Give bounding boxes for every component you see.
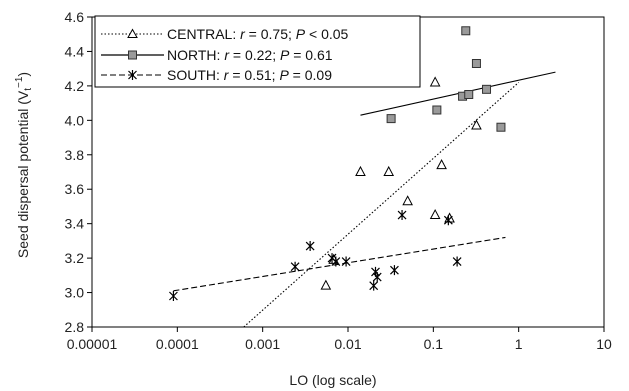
legend-p-symbol-north: P <box>280 47 290 63</box>
y-tick-label: 2.8 <box>65 319 85 335</box>
legend-p-value-south: = 0.09 <box>289 67 332 83</box>
y-tick-label: 3.2 <box>65 250 85 266</box>
data-point-south <box>443 215 453 226</box>
data-point-south <box>341 256 351 267</box>
data-point-south <box>390 265 399 276</box>
y-tick-label: 4.6 <box>65 9 85 25</box>
legend-name-central: CENTRAL: <box>167 26 240 42</box>
legend-name-south: SOUTH: <box>167 67 224 83</box>
x-tick-label: 0.001 <box>245 336 280 352</box>
regression-line-south <box>173 236 506 292</box>
y-tick-label: 4.0 <box>65 112 85 128</box>
legend-p-value-central: < 0.05 <box>305 26 348 42</box>
data-points-layer <box>169 26 506 301</box>
y-tick-label: 3.0 <box>65 285 85 301</box>
y-tick-label: 4.2 <box>65 78 85 94</box>
legend-entry-central: CENTRAL: r = 0.75; P < 0.05 <box>101 26 349 42</box>
y-axis-title-superscript: −1 <box>14 76 25 88</box>
x-axis-title: LO (log scale) <box>289 372 376 388</box>
data-point-north <box>471 59 481 68</box>
y-tick-label: 4.4 <box>65 43 85 59</box>
y-axis-title: Seed dispersal potential (Vt−1) <box>14 72 34 258</box>
legend-r-value-south: = 0.51; <box>228 67 279 83</box>
data-point-central <box>471 119 482 130</box>
data-point-central <box>429 208 441 220</box>
legend-entry-south: SOUTH: r = 0.51; P = 0.09 <box>101 67 332 83</box>
data-point-north <box>464 90 474 99</box>
data-point-central <box>402 195 413 206</box>
regression-line-central <box>243 82 520 328</box>
legend-label-south: SOUTH: r = 0.51; P = 0.09 <box>167 67 332 83</box>
data-point-south <box>397 210 407 221</box>
legend-marker-south <box>128 70 137 80</box>
data-point-central <box>436 159 447 170</box>
y-tick-label: 3.6 <box>65 181 85 197</box>
data-point-south <box>305 241 315 252</box>
legend-label-north: NORTH: r = 0.22; P = 0.61 <box>167 47 333 63</box>
data-point-south <box>369 280 379 291</box>
legend-p-value-north: = 0.61 <box>289 47 332 63</box>
data-point-central <box>320 279 332 290</box>
legend-r-value-north: = 0.22; <box>229 47 280 63</box>
x-tick-label: 0.01 <box>334 336 361 352</box>
data-point-south <box>290 261 300 272</box>
legend: CENTRAL: r = 0.75; P < 0.05 NORTH: r = 0… <box>94 15 421 88</box>
legend-r-value-central: = 0.75; <box>245 26 296 42</box>
legend-name-north: NORTH: <box>167 47 224 63</box>
axes-layer: 0.00001 0.0001 0.001 0.01 0.1 1 10 2.8 3.0 3.2 3.4… <box>65 9 612 352</box>
y-axis-title-close: ) <box>15 72 31 77</box>
data-point-north <box>461 26 471 36</box>
legend-p-symbol-south: P <box>279 67 289 83</box>
data-point-south <box>372 272 382 283</box>
legend-r-symbol-south: r <box>224 67 230 83</box>
data-point-central <box>383 165 395 176</box>
data-point-north <box>482 84 492 94</box>
legend-p-symbol-central: P <box>296 26 306 42</box>
legend-marker-central <box>127 28 138 38</box>
legend-entry-north: NORTH: r = 0.22; P = 0.61 <box>101 47 333 63</box>
data-point-central <box>429 76 441 87</box>
legend-r-symbol-north: r <box>224 47 230 63</box>
x-tick-label: 0.00001 <box>67 336 118 352</box>
x-tick-label: 0.0001 <box>156 336 199 352</box>
data-point-north <box>496 122 506 132</box>
data-point-north <box>386 114 396 124</box>
regression-lines-layer <box>173 71 556 328</box>
x-tick-label: 10 <box>596 336 612 352</box>
data-point-north <box>432 105 442 115</box>
data-point-central <box>355 165 366 176</box>
y-axis-title-subscript: t <box>23 88 34 91</box>
x-tick-label: 0.1 <box>424 336 444 352</box>
data-point-south <box>169 291 178 301</box>
data-point-south <box>452 256 462 267</box>
y-tick-label: 3.4 <box>65 216 85 232</box>
legend-r-symbol-central: r <box>240 26 246 42</box>
y-axis-title-main: Seed dispersal potential (V <box>15 90 31 258</box>
legend-marker-north <box>128 50 137 60</box>
y-tick-label: 3.8 <box>65 147 85 163</box>
legend-label-central: CENTRAL: r = 0.75; P < 0.05 <box>167 26 349 42</box>
regression-line-north <box>360 71 556 116</box>
data-point-south <box>331 256 341 267</box>
x-tick-label: 1 <box>515 336 523 352</box>
